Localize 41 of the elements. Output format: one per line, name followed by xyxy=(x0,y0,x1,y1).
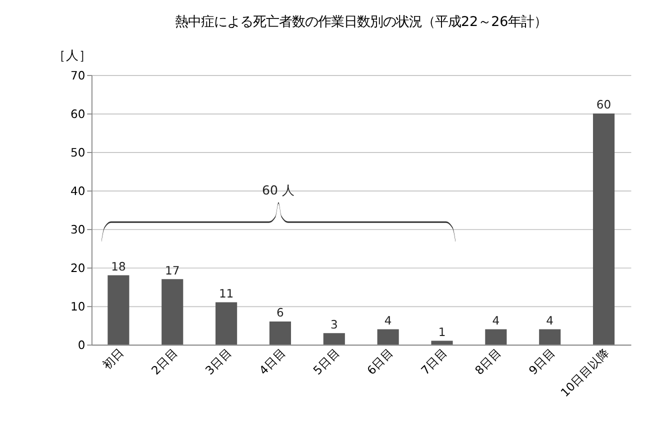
data-label: 1 xyxy=(438,324,446,339)
data-label: 17 xyxy=(165,263,180,278)
x-tick-label: 5日目 xyxy=(310,345,342,378)
bar xyxy=(539,329,561,345)
bar xyxy=(592,114,615,345)
bar xyxy=(162,279,184,345)
x-tick-label: 2日目 xyxy=(148,345,181,378)
y-tick-label: 30 xyxy=(70,222,86,236)
x-tick-label: 9日目 xyxy=(526,345,558,378)
x-tick-label: 10日目以降 xyxy=(558,345,612,400)
y-tick-label: 40 xyxy=(70,184,86,198)
data-label: 3 xyxy=(330,317,338,332)
x-tick-label: 8日目 xyxy=(472,345,504,378)
data-label: 4 xyxy=(546,313,554,328)
data-label: 4 xyxy=(384,313,392,328)
x-tick-label: 4日目 xyxy=(256,345,288,378)
y-tick-label: 60 xyxy=(70,106,86,121)
data-label: 18 xyxy=(111,259,126,274)
y-tick-label: 10 xyxy=(70,299,86,314)
bar xyxy=(108,275,130,345)
bar xyxy=(485,329,507,345)
x-tick-label: 7日目 xyxy=(418,345,450,378)
annotation: 60 人 xyxy=(262,182,295,198)
y-tick-label: 0 xyxy=(78,338,86,352)
data-label: 6 xyxy=(276,306,284,320)
bar xyxy=(431,340,453,345)
bar xyxy=(377,329,399,345)
chart-title: 熱中症による死亡者数の作業日数別の状況（平成22～26年計） xyxy=(174,14,548,30)
bar xyxy=(269,322,292,345)
bar xyxy=(323,333,345,345)
y-axis-title: ［人］ xyxy=(52,48,92,63)
x-tick-label: 3日目 xyxy=(202,345,235,378)
data-label: 4 xyxy=(492,313,500,328)
x-tick-label: 6日目 xyxy=(364,345,396,378)
x-tick-label: 初日 xyxy=(100,345,127,372)
data-label: 11 xyxy=(218,286,234,300)
data-label: 60 xyxy=(596,98,612,112)
bar xyxy=(216,302,238,345)
y-tick-label: 50 xyxy=(70,145,86,160)
y-tick-label: 70 xyxy=(70,68,86,82)
y-tick-label: 20 xyxy=(70,260,86,275)
